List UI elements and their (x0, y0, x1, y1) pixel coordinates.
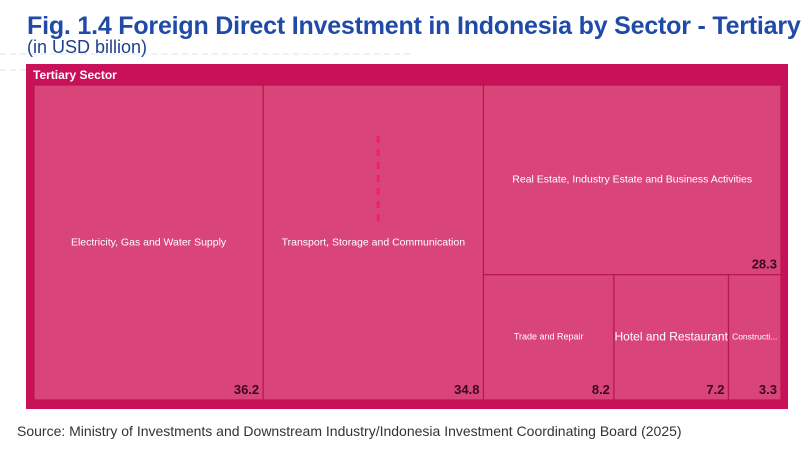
treemap-rect-construction (727, 274, 782, 401)
treemap-rect-trade-and-repair (482, 274, 615, 401)
treemap-value-hotel-and-restaurant: 7.2 (706, 382, 724, 397)
treemap-value-electricity-gas-and-water-supply: 36.2 (234, 382, 259, 397)
treemap-value-real-estate-industry-estate-and-business-activities: 28.3 (752, 257, 777, 272)
treemap-tile-construction: Constructi... 3.3 (727, 274, 782, 401)
treemap-value-trade-and-repair: 8.2 (592, 382, 610, 397)
treemap-value-transport-storage-and-communication: 34.8 (454, 382, 479, 397)
treemap-label-trade-and-repair: Trade and Repair (514, 332, 584, 342)
treemap-label-electricity-gas-and-water-supply: Electricity, Gas and Water Supply (71, 236, 227, 248)
treemap-group-label: Tertiary Sector (33, 68, 117, 82)
treemap-tile-electricity-gas-and-water-supply: Electricity, Gas and Water Supply 36.2 (33, 84, 264, 401)
treemap-rect-electricity-gas-and-water-supply (33, 84, 264, 401)
treemap-label-construction: Constructi... (732, 332, 777, 342)
treemap-tile-trade-and-repair: Trade and Repair 8.2 (482, 274, 615, 401)
treemap-tile-hotel-and-restaurant: Hotel and Restaurant 7.2 (613, 274, 730, 401)
treemap-rect-hotel-and-restaurant (613, 274, 730, 401)
treemap-label-transport-storage-and-communication: Transport, Storage and Communication (282, 236, 466, 248)
chart-title: Fig. 1.4 Foreign Direct Investment in In… (27, 12, 801, 40)
chart-subtitle: (in USD billion) (27, 37, 148, 57)
treemap-rect-transport-storage-and-communication (262, 84, 485, 401)
source-note: Source: Ministry of Investments and Down… (17, 423, 682, 439)
treemap-tile-transport-storage-and-communication: Transport, Storage and Communication 34.8 (262, 84, 485, 401)
treemap-label-real-estate-industry-estate-and-business-activities: Real Estate, Industry Estate and Busines… (512, 174, 752, 186)
treemap-value-construction: 3.3 (759, 382, 777, 397)
treemap-label-hotel-and-restaurant: Hotel and Restaurant (615, 330, 729, 344)
treemap-tile-real-estate-industry-estate-and-business-activities: Real Estate, Industry Estate and Busines… (482, 84, 782, 276)
